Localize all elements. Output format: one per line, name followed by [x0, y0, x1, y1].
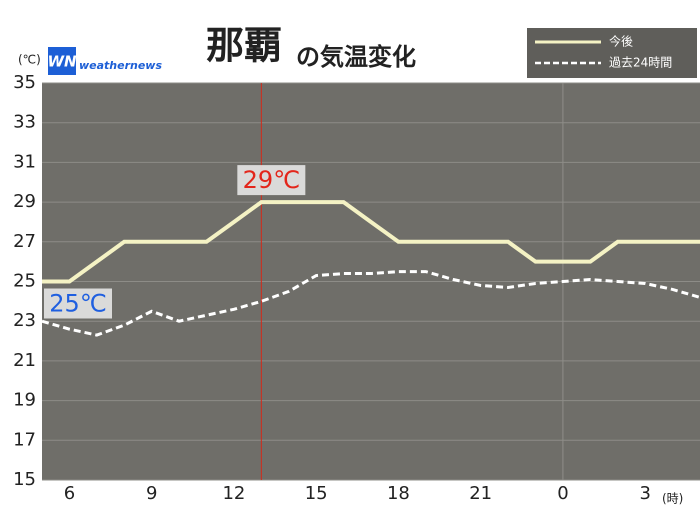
y-tick-label: 29: [13, 191, 36, 212]
x-tick-label: 21: [469, 483, 492, 504]
series-line: [42, 200, 700, 284]
x-tick-label: 3: [639, 483, 650, 504]
legend-label: 過去24時間: [609, 56, 672, 70]
chart-title: 那覇: [206, 24, 282, 68]
series-line: [41, 270, 700, 337]
x-tick-label: 18: [387, 483, 410, 504]
chart-subtitle: の気温変化: [296, 43, 416, 71]
y-tick-label: 35: [13, 72, 36, 93]
y-tick-label: 33: [13, 112, 36, 133]
annotation-box: [44, 288, 112, 319]
logo-box: [48, 47, 76, 75]
legend-label: 今後: [609, 34, 633, 49]
y-tick-label: 19: [13, 390, 36, 411]
y-tick-label: 15: [13, 469, 36, 490]
legend-box: [527, 28, 697, 78]
x-tick-label: 9: [146, 483, 157, 504]
x-tick-label: 6: [64, 483, 75, 504]
annotation-label: 25℃: [49, 290, 107, 318]
x-tick-label: 0: [557, 483, 568, 504]
y-tick-label: 27: [13, 231, 36, 252]
logo-mark: WN: [47, 53, 77, 71]
x-unit: (時): [662, 492, 683, 506]
y-tick-label: 21: [13, 350, 36, 371]
annotation-box: [237, 165, 306, 196]
y-unit: (℃): [18, 53, 41, 67]
y-tick-label: 25: [13, 271, 36, 292]
y-tick-label: 31: [13, 151, 36, 172]
annotation-label: 29℃: [243, 166, 301, 194]
logo-text: weathernews: [79, 59, 162, 72]
y-tick-label: 17: [13, 429, 36, 450]
x-tick-label: 12: [222, 483, 245, 504]
x-tick-label: 15: [305, 483, 328, 504]
y-tick-label: 23: [13, 310, 36, 331]
